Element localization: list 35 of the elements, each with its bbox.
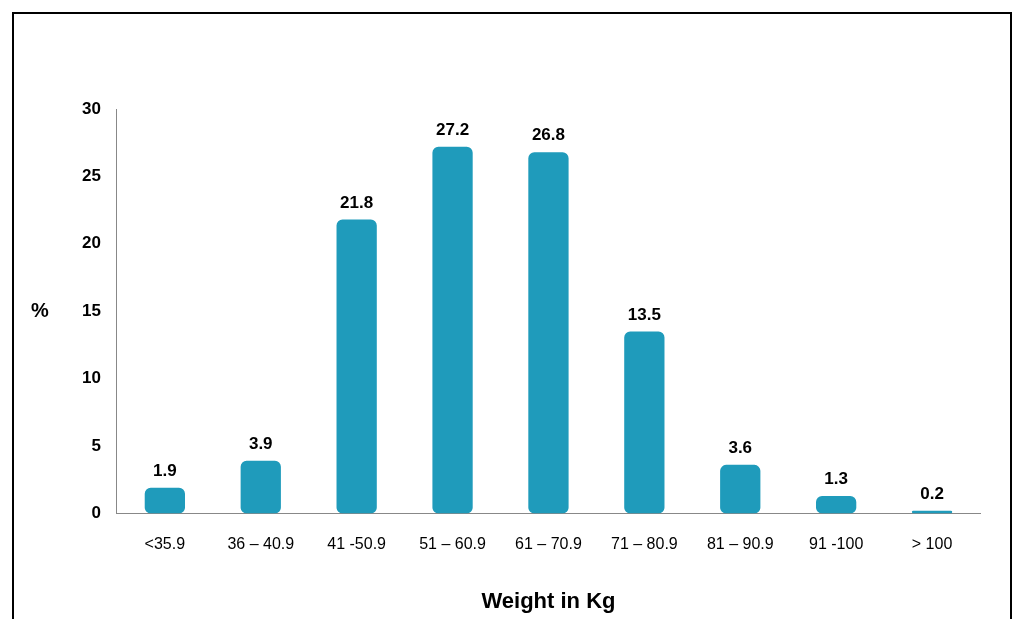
bar (624, 331, 665, 514)
data-label: 1.3 (824, 469, 848, 489)
x-tick-label: 51 – 60.9 (419, 535, 487, 553)
y-tick-label: 15 (81, 300, 101, 320)
y-tick-label: 0 (91, 503, 101, 523)
x-tick-label: 91 -100 (809, 535, 864, 553)
bar (240, 460, 281, 514)
y-tick-label: 10 (81, 368, 101, 388)
bar (720, 464, 761, 514)
data-label: 26.8 (531, 125, 565, 145)
x-tick-label: 36 – 40.9 (227, 535, 295, 553)
x-tick-label: > 100 (911, 535, 953, 553)
bar (144, 487, 185, 514)
x-tick-label: 81 – 90.9 (706, 535, 774, 553)
bar (816, 495, 857, 514)
x-tick-label: 71 – 80.9 (610, 535, 678, 553)
x-axis-title: Weight in Kg (481, 587, 616, 613)
data-label: 0.2 (920, 483, 944, 503)
bar (432, 146, 473, 514)
y-axis-title: % (31, 298, 50, 321)
y-tick-label: 5 (91, 435, 101, 455)
data-label: 3.6 (728, 438, 753, 458)
bar (528, 152, 569, 514)
data-label: 21.8 (340, 192, 374, 212)
y-tick-label: 30 (81, 98, 101, 118)
data-label: 13.5 (627, 304, 661, 324)
x-tick-label: 61 – 70.9 (515, 535, 582, 553)
x-tick-label: 41 -50.9 (327, 535, 387, 553)
y-tick-label: 20 (81, 233, 101, 253)
data-label: 27.2 (436, 119, 470, 139)
data-label: 3.9 (248, 434, 273, 454)
bar (336, 219, 377, 514)
x-tick-label: <35.9 (144, 535, 186, 553)
y-tick-label: 25 (81, 166, 101, 186)
data-label: 1.9 (153, 460, 177, 480)
